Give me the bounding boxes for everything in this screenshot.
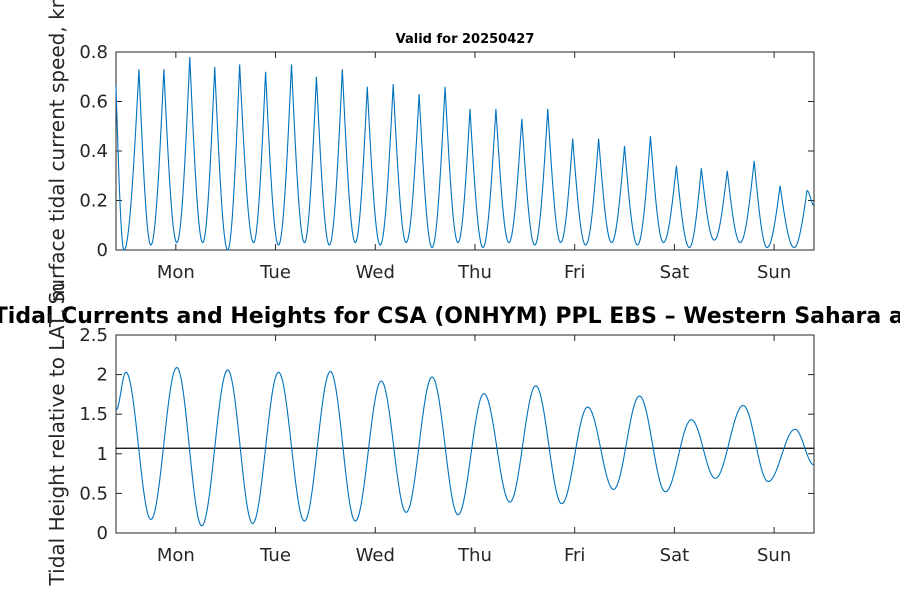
top-x-tick-label: Sat: [660, 262, 690, 283]
bottom-x-tick-label: Mon: [157, 545, 195, 566]
tidal-height-panel: 0 0.5 1 1.5 2 2.5 Mon Tue Wed Thu Fri Sat Sun: [79, 325, 815, 566]
bottom-y-tick-label: 2: [97, 365, 108, 386]
bottom-y-tick-label: 1.5: [79, 404, 108, 425]
bottom-series-line: [115, 366, 815, 527]
bottom-y-tick-label: 2.5: [79, 325, 108, 346]
main-chart-title: Tidal Currents and Heights for CSA (ONHY…: [0, 304, 900, 329]
top-axes-box: [115, 51, 815, 251]
bottom-y-tick-label: 1: [97, 444, 108, 465]
top-y-tick-label: 0: [97, 240, 108, 261]
bottom-x-tick-label: Sat: [660, 545, 690, 566]
bottom-y-tick-label: 0.5: [79, 483, 108, 504]
bottom-x-tick-label: Fri: [564, 545, 585, 566]
bottom-x-tick-label: Sun: [757, 545, 791, 566]
top-series-line: [115, 56, 815, 251]
top-x-tick-label: Thu: [457, 262, 492, 283]
bottom-y-axis-label: Tidal Height relative to LAT, m: [45, 283, 69, 587]
current-speed-panel: 0 0.2 0.4 0.6 0.8 Mon Tue Wed Thu Fri Sat Sun: [79, 42, 815, 283]
bottom-y-tick-label: 0: [97, 523, 108, 544]
top-x-tick-label: Tue: [259, 262, 291, 283]
bottom-axes-box: [115, 334, 815, 534]
top-chart-title: Valid for 20250427: [396, 32, 535, 47]
bottom-x-tick-label: Tue: [259, 545, 291, 566]
top-x-tick-label: Sun: [757, 262, 791, 283]
top-y-tick-label: 0.6: [79, 92, 108, 113]
bottom-x-tick-label: Wed: [356, 545, 395, 566]
top-x-tick-label: Fri: [564, 262, 585, 283]
top-x-tick-label: Mon: [157, 262, 195, 283]
top-y-axis-label: Surface tidal current speed, kn: [45, 0, 69, 304]
top-y-tick-label: 0.8: [79, 42, 108, 63]
bottom-x-tick-label: Thu: [457, 545, 492, 566]
top-x-tick-label: Wed: [356, 262, 395, 283]
top-y-tick-label: 0.4: [79, 141, 108, 162]
top-y-tick-label: 0.2: [79, 191, 108, 212]
